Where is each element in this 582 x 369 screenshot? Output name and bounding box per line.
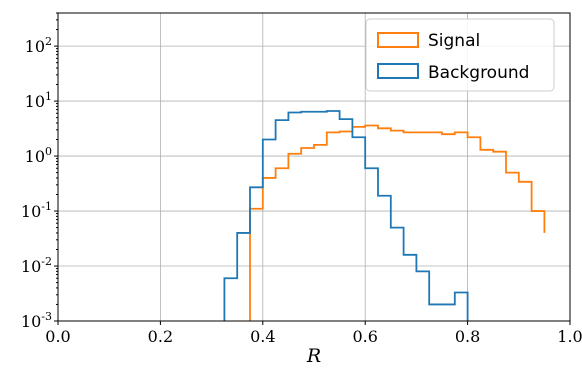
- y-tick-exponent: 1: [45, 90, 52, 103]
- y-tick-base: 10: [21, 257, 41, 276]
- x-tick-label: 0.8: [455, 327, 480, 346]
- plot-frame: [57, 12, 571, 322]
- x-tick-label: 0.4: [250, 327, 275, 346]
- x-tick-labels: 0.0 0.2 0.4 0.6 0.8 1.0: [45, 327, 582, 346]
- legend-label-signal: Signal: [428, 31, 480, 51]
- legend-label-background: Background: [428, 63, 529, 83]
- legend-box: [365, 18, 555, 92]
- y-tick-exponent: 0: [45, 145, 52, 158]
- series-background-step: [223, 110, 469, 321]
- y-tick-base: 10: [25, 92, 45, 111]
- x-tick-label: 1.0: [557, 327, 582, 346]
- y-tick-label: 100: [25, 145, 52, 166]
- x-tick-label: 0.0: [45, 327, 70, 346]
- x-axis-label: R: [306, 345, 321, 367]
- y-tick-base: 10: [21, 312, 41, 331]
- legend-swatch-background: [377, 63, 419, 79]
- y-tick-exponent: -2: [41, 255, 52, 268]
- y-tick-label: 101: [25, 90, 52, 111]
- y-tick-exponent: -1: [41, 200, 52, 213]
- series-signal-step: [249, 124, 546, 321]
- series-layer: [223, 110, 546, 321]
- y-tick-exponent: 2: [45, 35, 52, 48]
- y-tick-exponent: -3: [41, 310, 52, 323]
- y-tick-base: 10: [25, 147, 45, 166]
- y-tick-label: 102: [25, 35, 52, 56]
- axis-ticks: [54, 12, 571, 325]
- x-tick-label: 0.6: [352, 327, 377, 346]
- y-tick-base: 10: [21, 202, 41, 221]
- y-tick-label: 10-3: [21, 310, 52, 331]
- legend: Signal Background: [365, 18, 555, 92]
- y-tick-label: 10-2: [21, 255, 52, 276]
- legend-swatch-signal: [377, 32, 419, 48]
- y-tick-base: 10: [25, 37, 45, 56]
- y-tick-label: 10-1: [21, 200, 52, 221]
- x-tick-label: 0.2: [148, 327, 173, 346]
